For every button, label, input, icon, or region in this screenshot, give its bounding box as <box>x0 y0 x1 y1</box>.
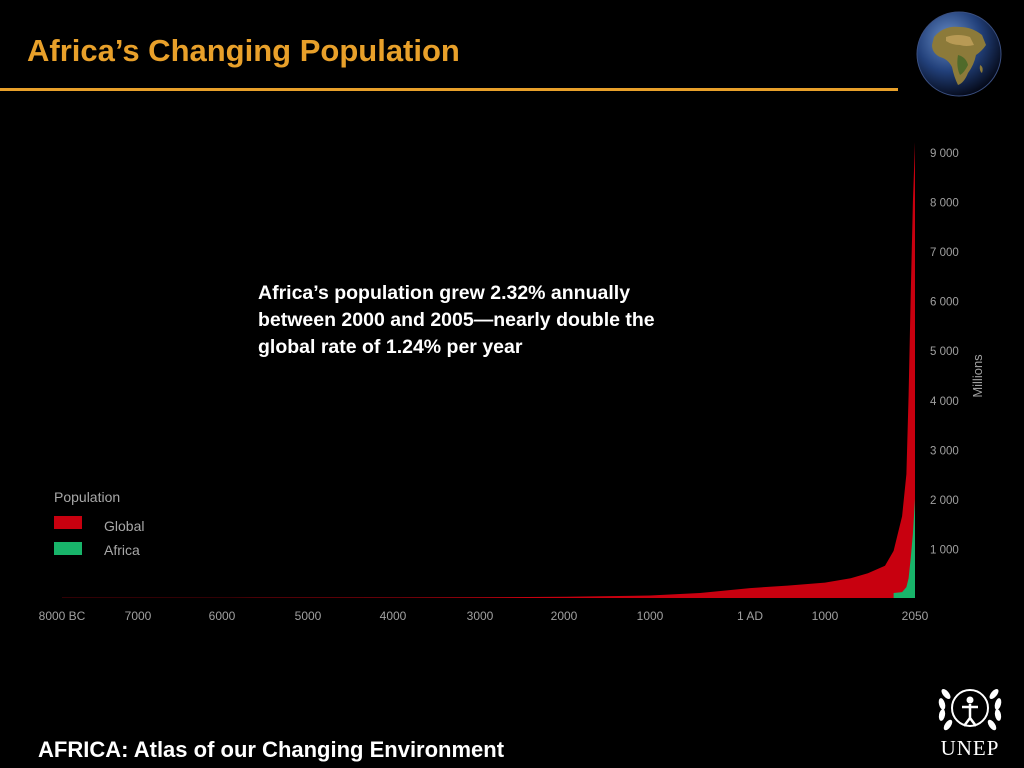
slide-title: Africa’s Changing Population <box>27 33 460 68</box>
y-axis-label: Millions <box>970 354 985 398</box>
y-tick-label: 9 000 <box>930 148 959 160</box>
title-rule <box>0 88 898 91</box>
y-tick-label: 5 000 <box>930 346 959 358</box>
x-tick-label: 4000 <box>380 609 407 623</box>
legend-title: Population <box>54 489 120 505</box>
legend: Population Global Africa <box>54 489 144 558</box>
x-tick-label: 1000 <box>637 609 664 623</box>
y-tick-label: 3 000 <box>930 445 959 457</box>
area-series-africa <box>893 498 915 598</box>
y-tick-label: 1 000 <box>930 544 959 556</box>
y-tick-label: 6 000 <box>930 297 959 309</box>
legend-swatch-africa <box>54 542 82 555</box>
population-chart: 1 000 2 000 3 000 4 000 5 000 6 000 7 000 8 000… <box>39 142 985 623</box>
legend-swatch-global <box>54 516 82 529</box>
y-tick-label: 2 000 <box>930 495 959 507</box>
y-tick-label: 4 000 <box>930 396 959 408</box>
x-tick-label: 7000 <box>125 609 152 623</box>
unep-logo-text: UNEP <box>940 736 1000 760</box>
legend-label-africa: Africa <box>104 542 140 558</box>
x-tick-label: 1000 <box>812 609 839 623</box>
area-series-global <box>62 142 915 598</box>
x-tick-label: 6000 <box>209 609 236 623</box>
x-tick-label: 1 AD <box>737 609 763 623</box>
annotation-text: Africa’s population grew 2.32% annually … <box>258 282 655 358</box>
y-tick-label: 8 000 <box>930 198 959 210</box>
y-tick-label: 7 000 <box>930 247 959 259</box>
legend-label-global: Global <box>104 518 144 534</box>
unep-laurel-logo-icon <box>938 689 1002 731</box>
footer-title: AFRICA: Atlas of our Changing Environmen… <box>38 737 505 762</box>
x-tick-label: 8000 BC <box>39 609 86 623</box>
x-tick-label: 2000 <box>551 609 578 623</box>
x-tick-label: 2050 <box>902 609 929 623</box>
x-tick-label: 3000 <box>467 609 494 623</box>
globe-icon <box>916 11 1002 97</box>
x-tick-label: 5000 <box>295 609 322 623</box>
